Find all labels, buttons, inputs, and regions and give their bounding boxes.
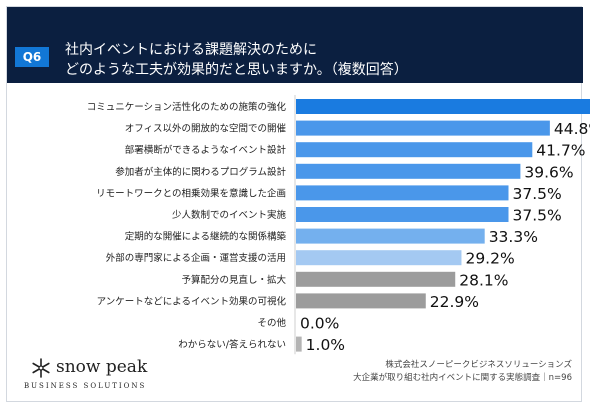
data-label: 22.9%: [430, 293, 479, 311]
bar: [296, 293, 426, 309]
data-label: 0.0%: [300, 315, 339, 333]
data-label: 37.5%: [513, 207, 562, 225]
data-label: 37.5%: [513, 185, 562, 203]
chart-frame: Q6 社内イベントにおける課題解決のために どのような工夫が効果的だと思いますか…: [6, 6, 583, 402]
bar: [296, 99, 590, 114]
category-label: コミュニケーション活性化のための施策の強化: [87, 101, 287, 113]
category-label: 参加者が主体的に関わるプログラム設計: [115, 166, 286, 178]
source-line-2: 大企業が取り組む社内イベントに関する実態調査｜n=96: [353, 373, 572, 383]
data-label: 28.1%: [459, 271, 508, 289]
category-label: その他: [257, 317, 286, 329]
category-label: わからない/答えられない: [178, 339, 286, 351]
data-label: 41.7%: [536, 142, 585, 160]
bar: [296, 271, 456, 287]
data-label: 29.2%: [465, 250, 514, 268]
data-label: 39.6%: [524, 163, 573, 181]
logo-wordmark: snow peak: [56, 357, 148, 377]
bar: [296, 120, 550, 136]
snowflake-icon: [32, 358, 50, 378]
category-label: オフィス以外の開放的な空間での開催: [125, 123, 287, 135]
data-label: 44.8%: [554, 120, 590, 138]
bar: [296, 207, 509, 222]
category-label: 少人数制でのイベント実施: [172, 209, 287, 221]
logo-subtitle: BUSINESS SOLUTIONS: [24, 382, 147, 390]
data-label: 1.0%: [306, 336, 345, 354]
question-title-line-1: 社内イベントにおける課題解決のために: [65, 42, 317, 58]
bar: [296, 142, 533, 158]
bar: [296, 163, 521, 179]
bar: [296, 250, 462, 266]
category-label: 部署横断ができるようなイベント設計: [125, 144, 287, 156]
data-label: 33.3%: [489, 228, 538, 246]
bar: [296, 228, 485, 244]
category-label: リモートワークとの相乗効果を意識した企画: [96, 187, 286, 199]
question-title: 社内イベントにおける課題解決のために どのような工夫が効果的だと思いますか。（複…: [65, 40, 565, 80]
company-logo: snow peak BUSINESS SOLUTIONS: [24, 355, 194, 395]
category-label: 定期的な開催による継続的な関係構築: [125, 231, 287, 243]
bar: [296, 185, 509, 201]
source-note: 株式会社スノーピークビジネスソリューションズ 大企業が取り組む社内イベントに関す…: [353, 359, 572, 385]
question-title-line-2: どのような工夫が効果的だと思いますか。（複数回答）: [65, 62, 408, 78]
source-line-1: 株式会社スノーピークビジネスソリューションズ: [385, 360, 572, 370]
question-header: Q6 社内イベントにおける課題解決のために どのような工夫が効果的だと思いますか…: [7, 7, 583, 83]
category-label: 予算配分の見直し・拡大: [181, 274, 286, 286]
category-label: アンケートなどによるイベント効果の可視化: [97, 295, 287, 307]
category-label: 外部の専門家による企画・運営支援の活用: [106, 252, 286, 264]
bar: [296, 336, 302, 352]
question-badge: Q6: [15, 47, 49, 67]
